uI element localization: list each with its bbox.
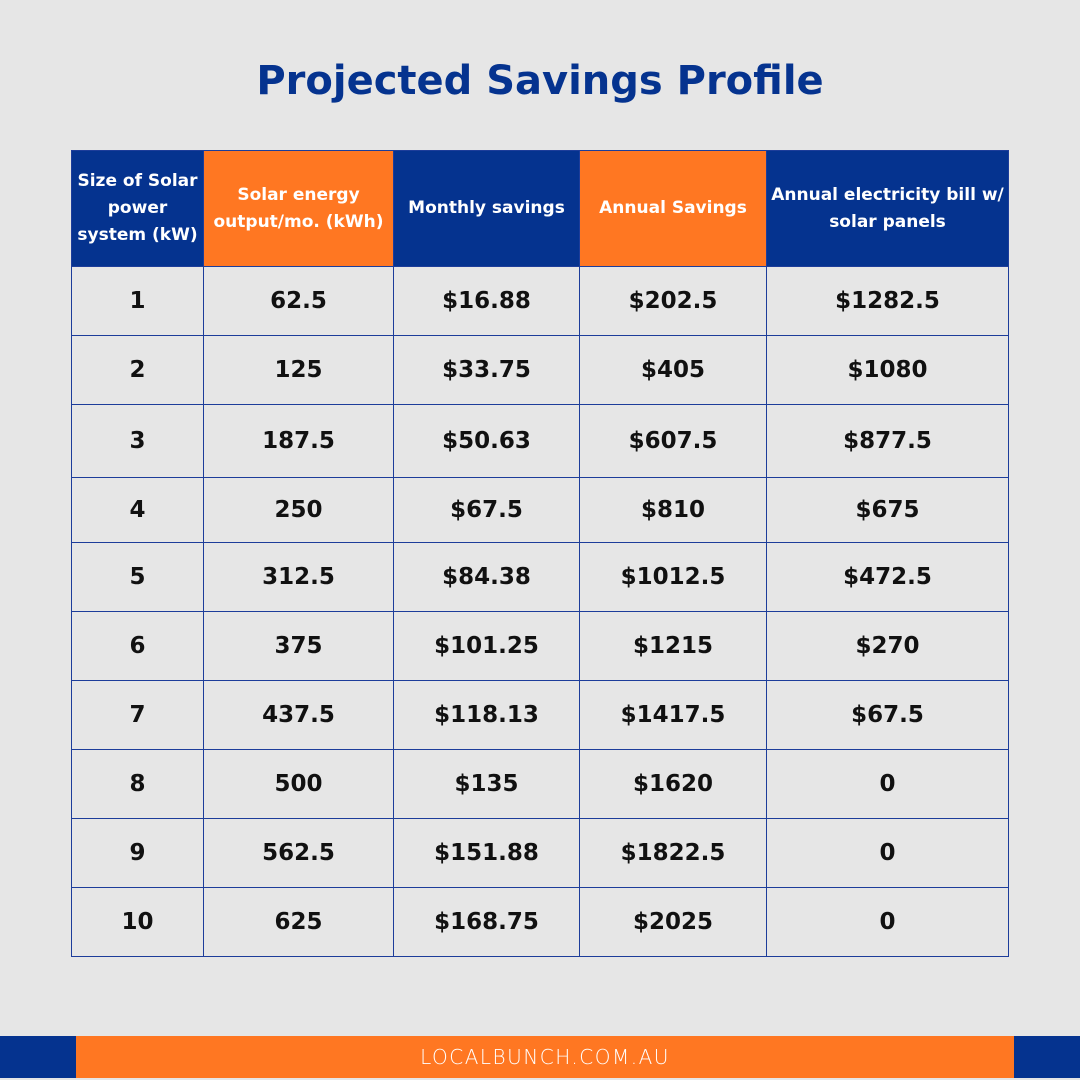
- table-cell: 625: [203, 887, 394, 957]
- table-cell: 9: [71, 818, 204, 888]
- table-cell: $67.5: [393, 477, 580, 543]
- table-cell: 4: [71, 477, 204, 543]
- table-cell: 10: [71, 887, 204, 957]
- table-cell: $1012.5: [579, 542, 767, 612]
- table-cell: 0: [766, 749, 1009, 819]
- table-cell: $2025: [579, 887, 767, 957]
- table-cell: 1: [71, 266, 204, 336]
- table-cell: $1215: [579, 611, 767, 681]
- table-cell: $67.5: [766, 680, 1009, 750]
- table-cell: 2: [71, 335, 204, 405]
- table-cell: 3: [71, 404, 204, 478]
- table-row: 3 187.5 $50.63 $607.5 $877.5: [71, 404, 1009, 478]
- table-cell: $202.5: [579, 266, 767, 336]
- table-cell: $168.75: [393, 887, 580, 957]
- column-header: Annual Savings: [579, 150, 767, 267]
- table-row: 2 125 $33.75 $405 $1080: [71, 335, 1009, 405]
- table-cell: $1282.5: [766, 266, 1009, 336]
- table-cell: $16.88: [393, 266, 580, 336]
- table-cell: 437.5: [203, 680, 394, 750]
- footer-website: LOCALBUNCH.COM.AU: [76, 1036, 1014, 1078]
- table-cell: 7: [71, 680, 204, 750]
- table-cell: $135: [393, 749, 580, 819]
- page-title: Projected Savings Profile: [256, 58, 824, 104]
- table-cell: 250: [203, 477, 394, 543]
- table-cell: 125: [203, 335, 394, 405]
- column-header: Annual electricity bill w/ solar panels: [766, 150, 1009, 267]
- table-cell: 562.5: [203, 818, 394, 888]
- table-cell: $810: [579, 477, 767, 543]
- table-cell: $607.5: [579, 404, 767, 478]
- table-cell: 375: [203, 611, 394, 681]
- table-cell: 62.5: [203, 266, 394, 336]
- table-cell: $118.13: [393, 680, 580, 750]
- table-cell: $270: [766, 611, 1009, 681]
- table-row: 8 500 $135 $1620 0: [71, 749, 1009, 819]
- table-cell: 500: [203, 749, 394, 819]
- savings-table: Size of Solar power system (kW) Solar ene…: [71, 150, 1009, 957]
- table-cell: 6: [71, 611, 204, 681]
- table-cell: $405: [579, 335, 767, 405]
- table-row: 6 375 $101.25 $1215 $270: [71, 611, 1009, 681]
- table-cell: $1620: [579, 749, 767, 819]
- table-cell: $33.75: [393, 335, 580, 405]
- table-cell: $675: [766, 477, 1009, 543]
- table-cell: 5: [71, 542, 204, 612]
- table-row: 5 312.5 $84.38 $1012.5 $472.5: [71, 542, 1009, 612]
- column-header: Monthly savings: [393, 150, 580, 267]
- table-cell: $1822.5: [579, 818, 767, 888]
- table-cell: $1417.5: [579, 680, 767, 750]
- table-row: 7 437.5 $118.13 $1417.5 $67.5: [71, 680, 1009, 750]
- table-row: 4 250 $67.5 $810 $675: [71, 477, 1009, 543]
- table-cell: 187.5: [203, 404, 394, 478]
- column-header: Size of Solar power system (kW): [71, 150, 204, 267]
- table-cell: $84.38: [393, 542, 580, 612]
- table-row: 10 625 $168.75 $2025 0: [71, 887, 1009, 957]
- table-cell: $877.5: [766, 404, 1009, 478]
- table-cell: 0: [766, 887, 1009, 957]
- footer-bar: LOCALBUNCH.COM.AU: [0, 1036, 1080, 1078]
- table-cell: 312.5: [203, 542, 394, 612]
- header-row: Size of Solar power system (kW) Solar ene…: [71, 150, 1009, 267]
- table-cell: 8: [71, 749, 204, 819]
- table-row: 9 562.5 $151.88 $1822.5 0: [71, 818, 1009, 888]
- table-cell: $1080: [766, 335, 1009, 405]
- table-cell: $101.25: [393, 611, 580, 681]
- table-cell: 0: [766, 818, 1009, 888]
- table-cell: $151.88: [393, 818, 580, 888]
- column-header: Solar energy output/mo. (kWh): [203, 150, 394, 267]
- table-row: 1 62.5 $16.88 $202.5 $1282.5: [71, 266, 1009, 336]
- table-cell: $472.5: [766, 542, 1009, 612]
- table-cell: $50.63: [393, 404, 580, 478]
